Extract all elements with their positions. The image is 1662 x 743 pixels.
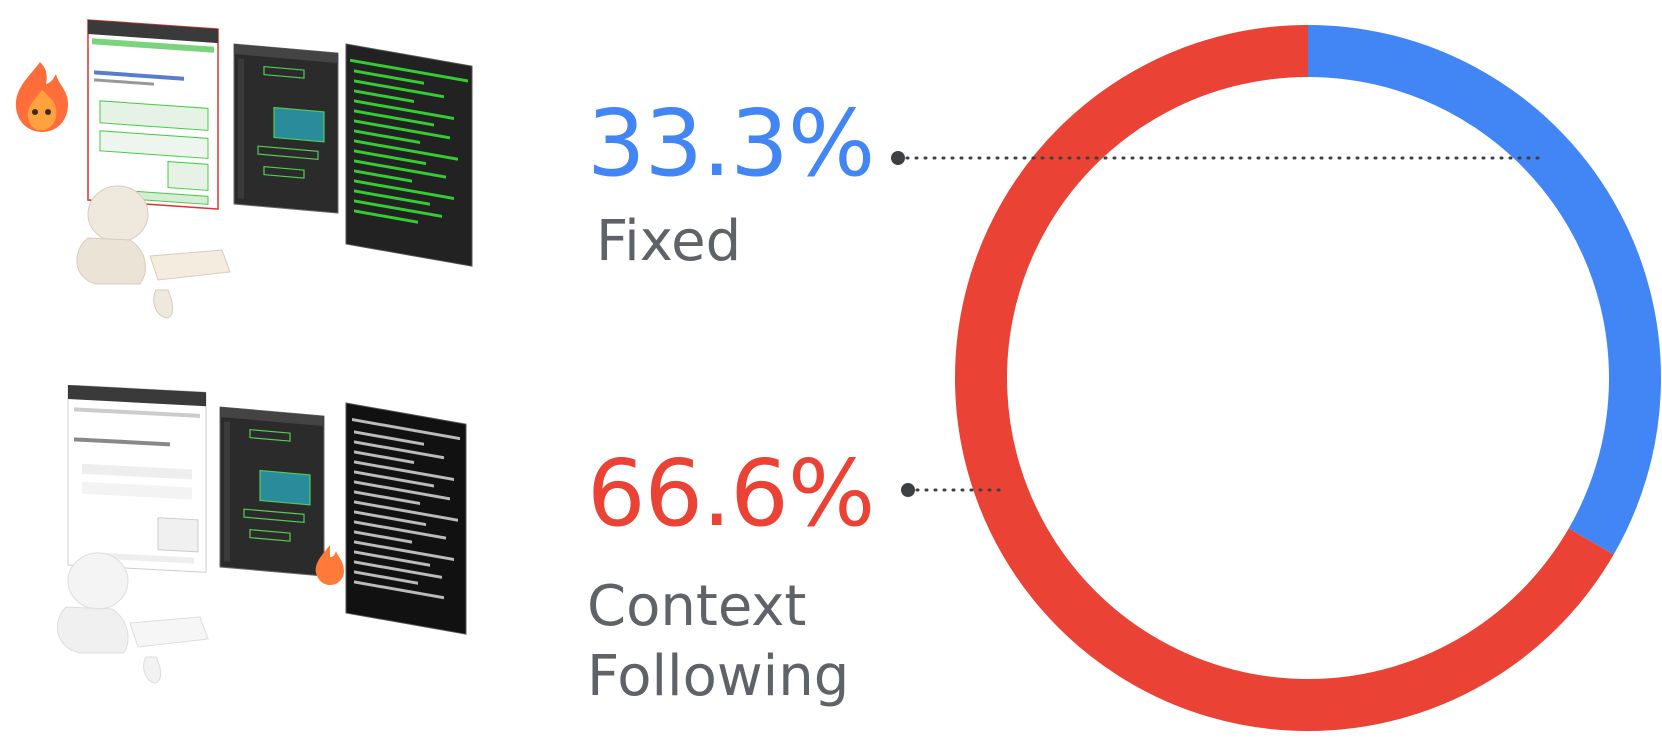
- fire-mascot-icon: [15, 62, 68, 132]
- person-at-three-screens-illustration: [0, 385, 520, 725]
- person-figure: [76, 185, 231, 319]
- context-following-label-line-2: Following: [587, 644, 850, 709]
- donut-slice-fixed: [1307, 25, 1661, 555]
- fixed-label: Fixed: [596, 209, 742, 274]
- context-following-label-line-1: Context: [587, 574, 807, 639]
- fixed-percentage: 33.3%: [587, 90, 875, 197]
- person-at-three-screens-illustration: [0, 0, 520, 340]
- fire-mascot-icon: [315, 545, 344, 585]
- context-following-percentage: 66.6%: [587, 440, 875, 547]
- leader-line-fixed-dot: [891, 151, 905, 165]
- illustration-bottom-svg: [57, 385, 467, 684]
- leader-line-context-following-dot: [901, 483, 915, 497]
- illustration-top-svg: [15, 19, 473, 319]
- donut-slice-context-following: [955, 25, 1614, 731]
- person-figure: [57, 552, 209, 684]
